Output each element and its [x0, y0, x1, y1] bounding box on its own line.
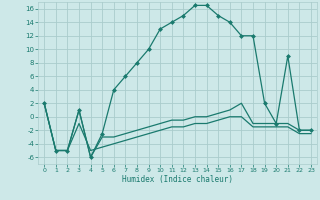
- X-axis label: Humidex (Indice chaleur): Humidex (Indice chaleur): [122, 175, 233, 184]
